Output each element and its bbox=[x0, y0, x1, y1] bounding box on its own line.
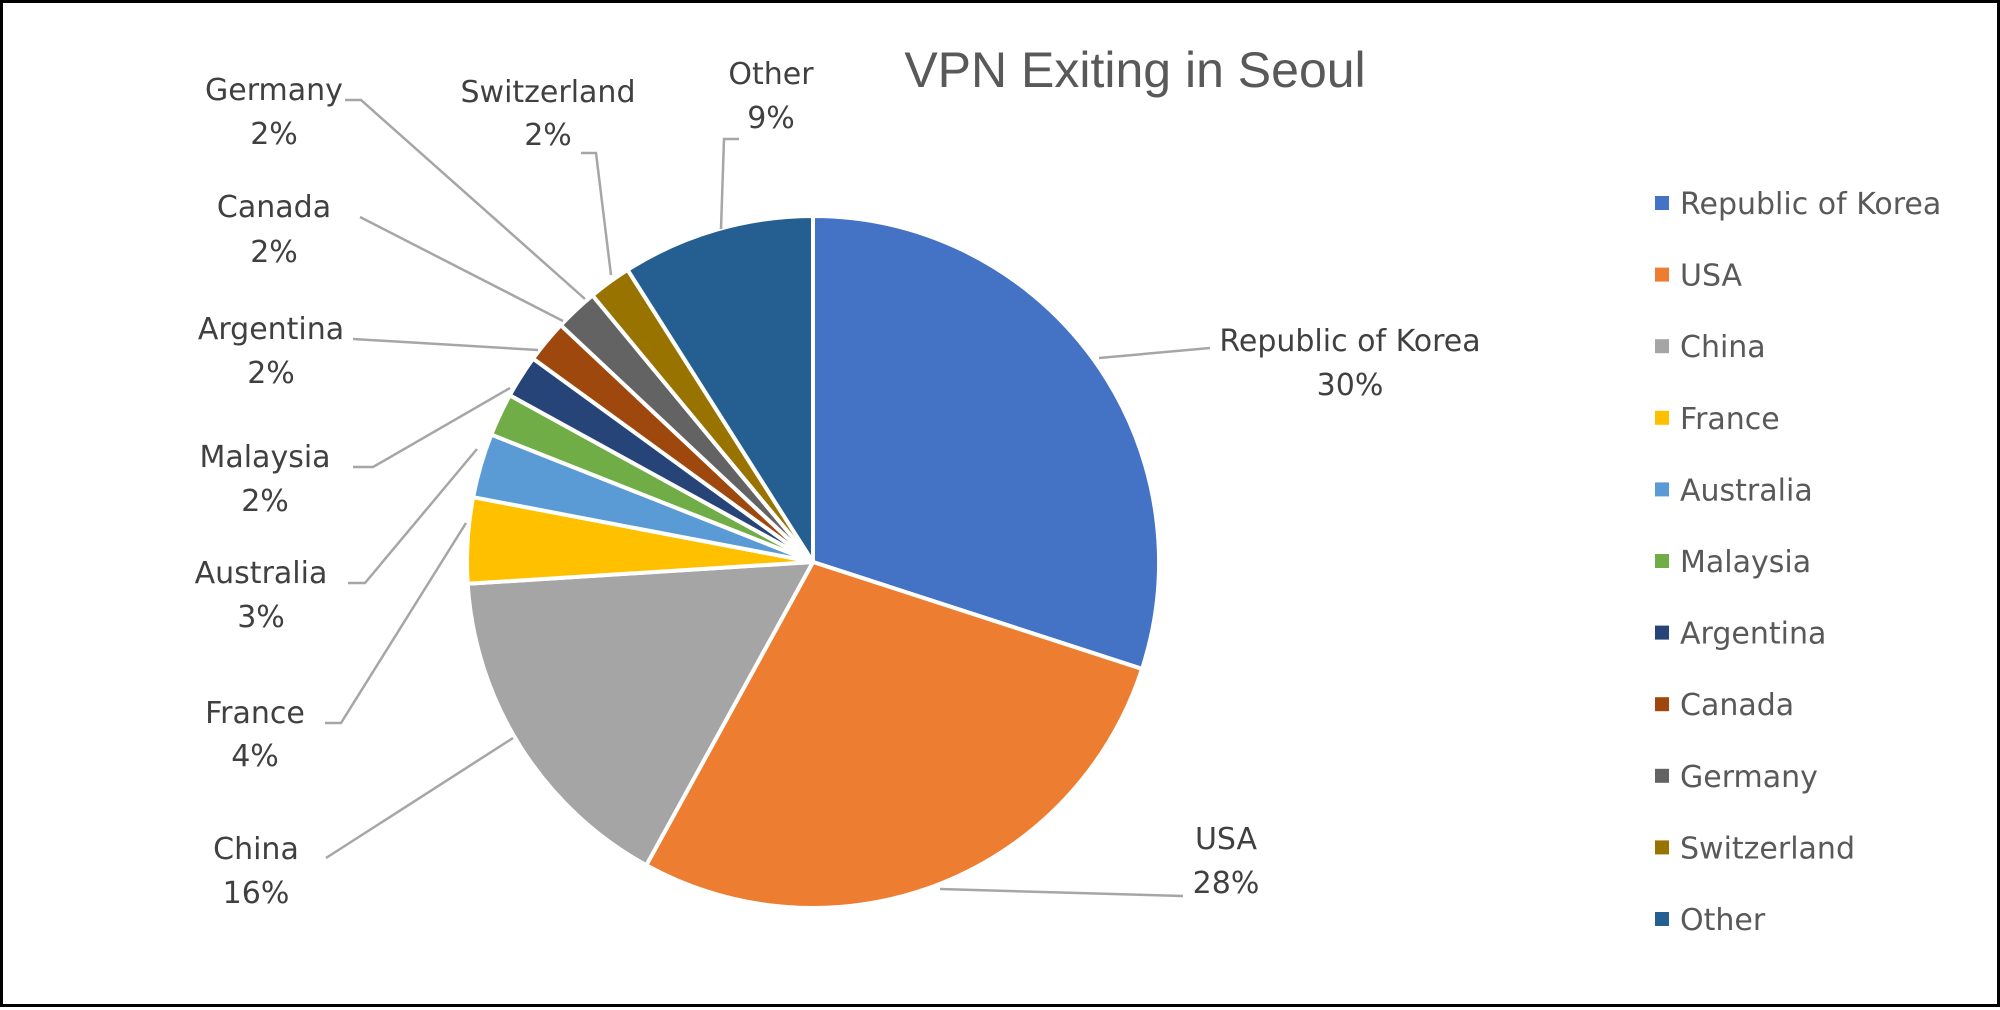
data-labels: Republic of Korea 30% USA 28% China 16% France… bbox=[195, 57, 1481, 911]
leader-line-argentina bbox=[352, 337, 539, 352]
data-label-name-other: Other bbox=[728, 57, 814, 92]
data-label-percent-canada: 2% bbox=[250, 235, 298, 270]
data-label-name-argentina: Argentina bbox=[198, 312, 344, 347]
legend-swatch-australia bbox=[1655, 482, 1669, 497]
legend-label-switzerland: Switzerland bbox=[1680, 831, 1855, 866]
leader-line-republic-of-korea bbox=[1098, 346, 1211, 360]
legend-swatch-republic-of-korea bbox=[1655, 196, 1669, 210]
leader-line-other bbox=[719, 137, 739, 230]
legend-label-republic-of-korea: Republic of Korea bbox=[1680, 187, 1941, 222]
data-label-percent-usa: 28% bbox=[1193, 866, 1260, 901]
data-label-percent-switzerland: 2% bbox=[524, 118, 572, 153]
data-label-name-switzerland: Switzerland bbox=[461, 75, 636, 110]
data-label-percent-france: 4% bbox=[231, 739, 279, 774]
legend-swatch-argentina bbox=[1655, 625, 1669, 640]
leader-line-malaysia bbox=[353, 386, 511, 469]
leader-line-france bbox=[325, 522, 468, 725]
legend-swatch-usa bbox=[1655, 267, 1669, 282]
data-label-percent-malaysia: 2% bbox=[241, 484, 289, 519]
legend-label-malaysia: Malaysia bbox=[1680, 545, 1811, 580]
legend-label-usa: USA bbox=[1680, 259, 1743, 294]
leader-line-usa bbox=[939, 887, 1184, 898]
legend-swatch-canada bbox=[1655, 697, 1669, 712]
leader-line-canada bbox=[359, 215, 564, 323]
data-label-percent-australia: 3% bbox=[237, 600, 285, 635]
legend-label-australia: Australia bbox=[1680, 473, 1813, 508]
legend: Republic of Korea USA China France Australia… bbox=[1655, 187, 1941, 938]
data-label-percent-republic-of-korea: 30% bbox=[1317, 368, 1384, 403]
legend-label-canada: Canada bbox=[1680, 688, 1794, 723]
leader-line-china bbox=[325, 736, 514, 860]
legend-swatch-china bbox=[1655, 339, 1669, 354]
leader-line-switzerland bbox=[581, 151, 613, 276]
leader-lines bbox=[325, 98, 1211, 898]
data-label-percent-germany: 2% bbox=[250, 117, 298, 152]
legend-label-china: China bbox=[1680, 330, 1766, 365]
leader-line-australia bbox=[348, 448, 478, 585]
data-label-name-usa: USA bbox=[1195, 822, 1258, 857]
legend-swatch-malaysia bbox=[1655, 554, 1669, 568]
legend-label-france: France bbox=[1680, 402, 1780, 437]
data-label-name-france: France bbox=[205, 696, 305, 731]
data-label-name-australia: Australia bbox=[195, 556, 328, 591]
legend-swatch-france bbox=[1655, 410, 1669, 425]
pie-slice-republic-of-korea bbox=[811, 214, 1161, 671]
legend-swatch-switzerland bbox=[1655, 840, 1669, 855]
data-label-name-germany: Germany bbox=[205, 73, 343, 108]
legend-label-argentina: Argentina bbox=[1680, 617, 1826, 652]
legend-label-other: Other bbox=[1680, 903, 1766, 938]
leader-line-germany bbox=[345, 98, 586, 300]
legend-swatch-germany bbox=[1655, 768, 1669, 783]
data-label-name-canada: Canada bbox=[217, 190, 331, 225]
legend-swatch-other bbox=[1655, 912, 1669, 926]
data-label-percent-china: 16% bbox=[223, 876, 290, 911]
data-label-percent-argentina: 2% bbox=[247, 356, 295, 391]
data-label-name-china: China bbox=[213, 832, 299, 867]
data-label-name-republic-of-korea: Republic of Korea bbox=[1219, 324, 1480, 359]
pie-chart: VPN Exiting in Seoul Republic of Korea 30… bbox=[195, 42, 1942, 938]
legend-label-germany: Germany bbox=[1680, 760, 1818, 795]
pie-slice-china bbox=[465, 560, 815, 868]
chart-title: VPN Exiting in Seoul bbox=[904, 42, 1365, 98]
data-label-percent-other: 9% bbox=[747, 101, 795, 136]
pie-slices bbox=[465, 214, 1161, 910]
pie-slice-usa bbox=[644, 560, 1145, 910]
data-label-name-malaysia: Malaysia bbox=[199, 440, 330, 475]
pie-slice-other bbox=[625, 214, 815, 564]
